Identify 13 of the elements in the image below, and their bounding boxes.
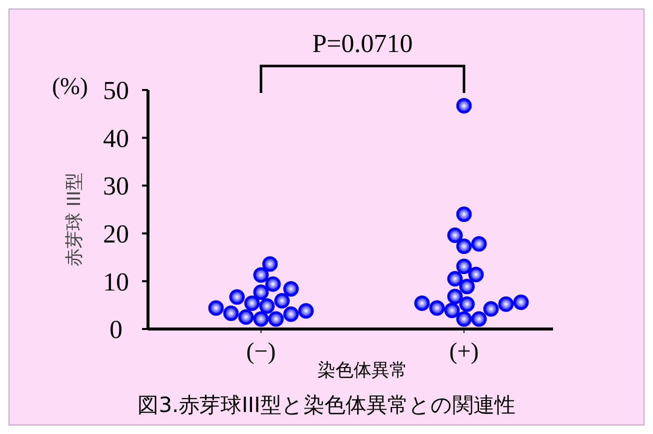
- y-tick-label: 20: [103, 220, 129, 248]
- text: 図3.赤芽球III型と染色体異常との関連性: [138, 393, 516, 417]
- x-axis-title: 染色体異常: [318, 360, 408, 381]
- y-axis-title: 赤芽球 III型: [64, 172, 85, 266]
- y-tick-label: 50: [103, 76, 129, 106]
- y-tick-label: 30: [103, 172, 129, 201]
- x-tick-label: (−): [246, 339, 276, 365]
- y-tick-label: 10: [103, 267, 129, 296]
- x-tick-label: (+): [449, 339, 479, 365]
- y-tick-label: 0: [110, 315, 122, 344]
- text: (%): [52, 74, 88, 100]
- text: P=0.0710: [312, 29, 413, 58]
- y-tick-label: 40: [103, 124, 129, 153]
